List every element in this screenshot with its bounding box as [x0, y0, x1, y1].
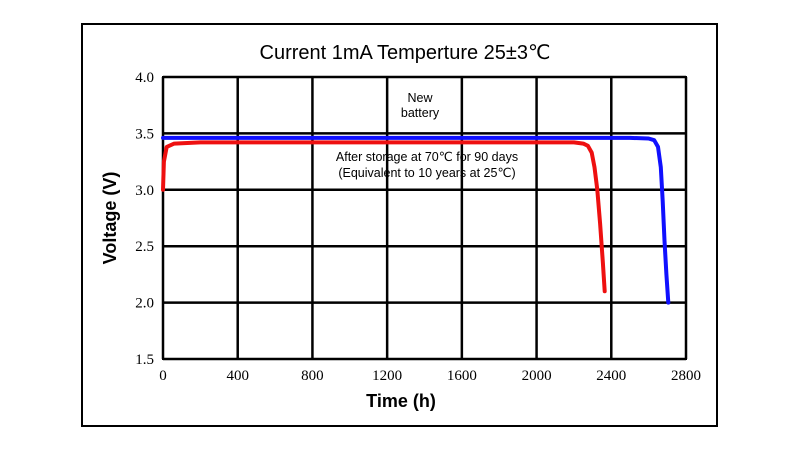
y-tick-label: 3.5	[135, 126, 154, 142]
annotation-storage-line1: After storage at 70℃ for 90 days	[336, 150, 518, 164]
x-tick-label: 400	[226, 368, 249, 384]
x-tick-label: 2000	[522, 368, 552, 384]
series-line-new-battery	[161, 135, 671, 305]
annotation-storage-line2: (Equivalent to 10 years at 25℃)	[338, 166, 515, 180]
x-tick-label: 2800	[671, 368, 701, 384]
chart-title: Current 1mA Temperture 25±3℃	[260, 42, 551, 64]
series-line-after-storage	[161, 140, 607, 294]
y-tick-label: 2.5	[135, 239, 154, 255]
y-tick-label: 4.0	[135, 70, 154, 86]
annotation-new-battery-line2: battery	[401, 106, 440, 120]
x-axis-title: Time (h)	[366, 391, 436, 411]
annotation-new-battery-line1: New	[407, 91, 433, 105]
x-tick-label: 1200	[372, 368, 402, 384]
y-axis-title: Voltage (V)	[100, 172, 120, 265]
y-tick-label: 1.5	[135, 352, 154, 368]
chart-frame	[81, 23, 718, 427]
x-tick-label: 800	[301, 368, 324, 384]
x-tick-label: 1600	[447, 368, 477, 384]
x-tick-label: 0	[159, 368, 167, 384]
x-tick-label: 2400	[596, 368, 626, 384]
y-tick-label: 3.0	[135, 183, 154, 199]
y-tick-label: 2.0	[135, 296, 154, 312]
